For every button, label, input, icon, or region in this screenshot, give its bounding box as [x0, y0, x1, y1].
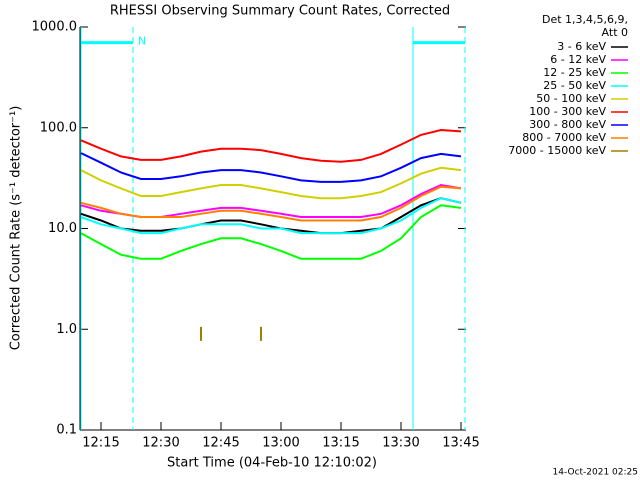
legend-label: 25 - 50 keV — [543, 79, 606, 92]
legend-label: 6 - 12 keV — [550, 53, 606, 66]
series-line — [80, 185, 462, 222]
series-line — [80, 128, 462, 163]
legend-label: 800 - 7000 keV — [522, 131, 606, 144]
legend-title: Det 1,3,4,5,6,9, — [542, 13, 628, 26]
x-tick-label: 12:15 — [82, 436, 119, 451]
x-tick-label: 13:15 — [322, 436, 359, 451]
x-tick-label: 13:30 — [382, 436, 419, 451]
x-tick-label: 13:00 — [262, 436, 299, 451]
legend-label: 300 - 800 keV — [529, 118, 606, 131]
y-tick-label: 10.0 — [48, 221, 77, 236]
y-tick-label: 100.0 — [40, 120, 77, 135]
series-line — [80, 197, 462, 235]
series-line — [80, 197, 462, 235]
x-tick-label: 12:30 — [142, 436, 179, 451]
legend-label: 50 - 100 keV — [536, 92, 606, 105]
footer: 14-Oct-2021 02:25 — [553, 468, 638, 478]
legend-label: 3 - 6 keV — [557, 40, 606, 53]
legend-label: 12 - 25 keV — [543, 66, 606, 79]
series-line — [80, 166, 462, 200]
y-tick-label: 0.1 — [56, 423, 77, 438]
y-tick-label: 1.0 — [56, 322, 77, 337]
chart-title: RHESSI Observing Summary Count Rates, Co… — [110, 4, 450, 19]
legend-label: 100 - 300 keV — [529, 105, 606, 118]
y-axis-label: Corrected Count Rate (s⁻¹ detector⁻¹) — [9, 106, 24, 351]
flag-label: N — [138, 35, 146, 48]
x-axis-label: Start Time (04-Feb-10 12:10:02) — [167, 456, 377, 471]
series-line — [80, 204, 462, 260]
y-tick-label: 1000.0 — [32, 20, 78, 35]
legend-label: 7000 - 15000 keV — [508, 144, 606, 157]
x-tick-label: 13:45 — [442, 436, 479, 451]
series-line — [80, 152, 462, 183]
legend-title: Att 0 — [602, 26, 628, 39]
x-tick-label: 12:45 — [202, 436, 239, 451]
